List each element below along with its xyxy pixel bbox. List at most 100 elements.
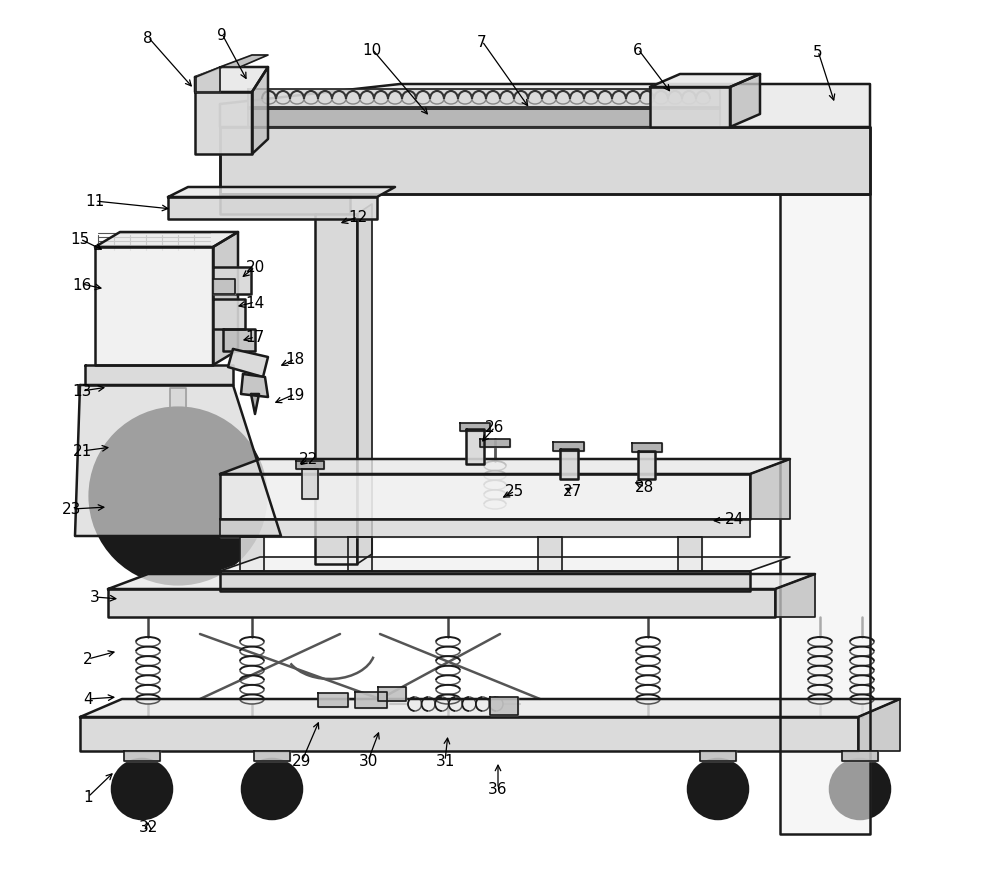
Polygon shape (638, 451, 655, 479)
Polygon shape (750, 459, 790, 520)
Circle shape (256, 774, 288, 805)
Circle shape (125, 443, 231, 549)
Text: 7: 7 (477, 34, 487, 49)
Polygon shape (678, 537, 702, 572)
Polygon shape (220, 195, 350, 215)
Polygon shape (248, 108, 720, 128)
Polygon shape (241, 375, 268, 398)
Polygon shape (780, 195, 870, 834)
Polygon shape (220, 128, 870, 195)
Polygon shape (228, 349, 268, 378)
Polygon shape (315, 215, 357, 565)
Text: 29: 29 (292, 753, 312, 768)
Circle shape (112, 759, 172, 819)
Polygon shape (357, 205, 372, 565)
Text: 20: 20 (245, 260, 265, 275)
Circle shape (688, 759, 748, 819)
Polygon shape (108, 589, 775, 617)
Text: 3: 3 (90, 590, 100, 605)
Circle shape (266, 783, 278, 795)
Polygon shape (553, 443, 584, 451)
Polygon shape (490, 697, 518, 716)
Polygon shape (80, 717, 858, 752)
Polygon shape (252, 68, 268, 155)
Polygon shape (296, 462, 324, 470)
Polygon shape (220, 85, 870, 128)
Polygon shape (775, 574, 815, 617)
Text: 21: 21 (72, 444, 92, 459)
Circle shape (854, 783, 866, 795)
Text: 36: 36 (488, 781, 508, 796)
Text: 24: 24 (725, 512, 745, 527)
Polygon shape (220, 572, 750, 591)
Polygon shape (251, 394, 259, 414)
Circle shape (242, 759, 302, 819)
Text: 19: 19 (285, 387, 305, 402)
Polygon shape (95, 248, 213, 365)
Polygon shape (302, 470, 318, 500)
Polygon shape (560, 450, 578, 479)
Text: 8: 8 (143, 31, 153, 46)
Circle shape (712, 783, 724, 795)
Polygon shape (355, 692, 387, 709)
Circle shape (844, 774, 876, 805)
Polygon shape (632, 443, 662, 452)
Text: 2: 2 (83, 651, 93, 666)
Polygon shape (95, 233, 238, 248)
Polygon shape (460, 423, 490, 431)
Polygon shape (480, 440, 510, 448)
Polygon shape (170, 389, 186, 408)
Polygon shape (378, 687, 406, 702)
Text: 1: 1 (83, 789, 93, 804)
Circle shape (830, 759, 890, 819)
Text: 5: 5 (813, 45, 823, 60)
Polygon shape (248, 90, 720, 110)
Polygon shape (195, 68, 268, 93)
Circle shape (702, 774, 734, 805)
Polygon shape (124, 752, 160, 761)
Text: 9: 9 (217, 27, 227, 42)
Polygon shape (700, 752, 736, 761)
Text: 17: 17 (245, 330, 265, 345)
Polygon shape (220, 459, 790, 474)
Polygon shape (213, 268, 251, 295)
Polygon shape (80, 699, 900, 717)
Polygon shape (842, 752, 878, 761)
Text: 22: 22 (298, 452, 318, 467)
Polygon shape (220, 128, 870, 195)
Polygon shape (220, 56, 268, 68)
Circle shape (90, 408, 266, 585)
Text: 4: 4 (83, 692, 93, 707)
Text: 12: 12 (348, 210, 368, 226)
Polygon shape (220, 474, 750, 520)
Text: 26: 26 (485, 420, 505, 435)
Polygon shape (75, 385, 281, 536)
Polygon shape (213, 280, 235, 295)
Text: 10: 10 (362, 42, 382, 57)
Polygon shape (108, 574, 815, 589)
Polygon shape (220, 558, 790, 572)
Polygon shape (466, 429, 484, 464)
Text: 15: 15 (70, 233, 90, 248)
Text: 13: 13 (72, 384, 92, 399)
Circle shape (126, 774, 158, 805)
Text: 11: 11 (85, 194, 105, 209)
Polygon shape (196, 68, 220, 93)
Polygon shape (168, 188, 395, 198)
Text: 6: 6 (633, 42, 643, 57)
Text: 14: 14 (245, 295, 265, 310)
Text: 27: 27 (562, 484, 582, 499)
Text: 23: 23 (62, 502, 82, 517)
Polygon shape (254, 752, 290, 761)
Text: 25: 25 (505, 484, 525, 499)
Text: 18: 18 (285, 352, 305, 367)
Text: 31: 31 (435, 753, 455, 768)
Polygon shape (168, 198, 377, 220)
Polygon shape (538, 537, 562, 572)
Polygon shape (223, 329, 255, 351)
Text: 16: 16 (72, 277, 92, 292)
Text: 32: 32 (138, 819, 158, 835)
Polygon shape (650, 75, 760, 88)
Polygon shape (220, 520, 750, 537)
Polygon shape (730, 75, 760, 128)
